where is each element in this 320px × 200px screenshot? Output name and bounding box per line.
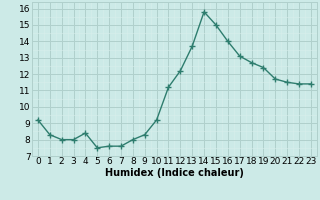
X-axis label: Humidex (Indice chaleur): Humidex (Indice chaleur) [105, 168, 244, 178]
